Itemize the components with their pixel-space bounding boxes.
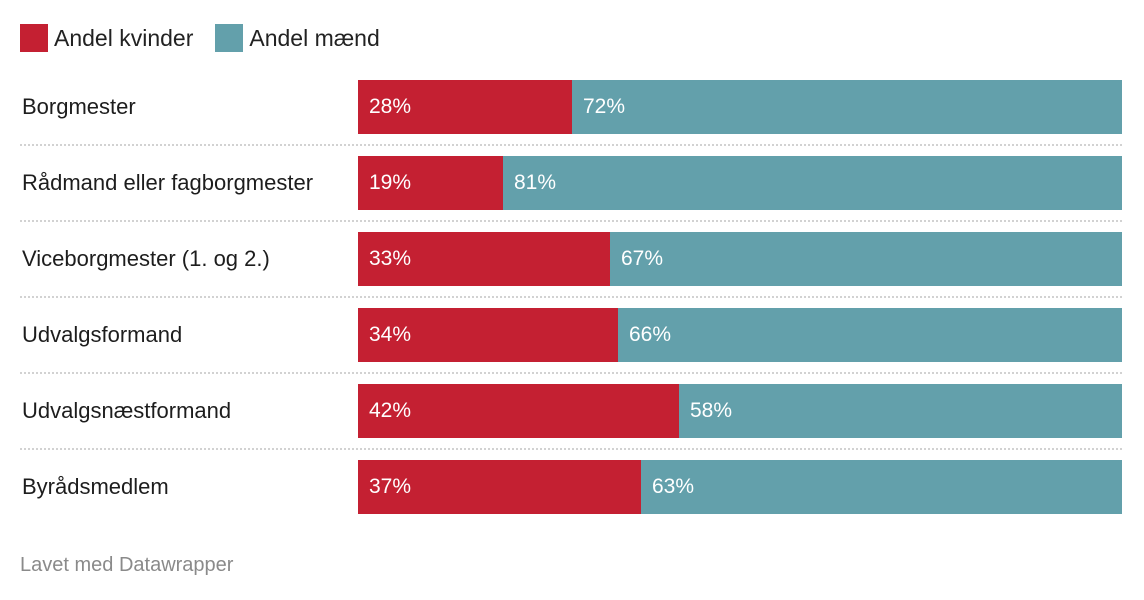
bar-row: Udvalgsnæstformand 42% 58% — [0, 384, 1144, 460]
data-label-men: 72% — [583, 95, 626, 118]
data-label-women: 42% — [369, 399, 412, 422]
row-divider — [20, 144, 1122, 146]
bar-segment-women: 28% — [358, 80, 572, 134]
data-label-women: 37% — [369, 475, 412, 498]
category-label: Viceborgmester (1. og 2.) — [22, 246, 270, 271]
bar-row: Viceborgmester (1. og 2.) 33% 67% — [0, 232, 1144, 308]
bar-segment-women: 34% — [358, 308, 618, 362]
category-label: Udvalgsformand — [22, 322, 183, 347]
bar-row: Rådmand eller fagborgmester 19% 81% — [0, 156, 1144, 232]
bar-row: Borgmester 28% 72% — [0, 80, 1144, 156]
row-divider — [20, 220, 1122, 222]
bar-chart: Borgmester 28% 72% Rådmand eller fagborgmes… — [0, 80, 1144, 536]
stacked-bar: 19% 81% — [358, 156, 1122, 210]
bar-segment-men: 63% — [641, 460, 1122, 514]
data-label-women: 34% — [369, 323, 412, 346]
category-label: Rådmand eller fagborgmester — [22, 170, 314, 195]
stacked-bar: 42% 58% — [358, 384, 1122, 438]
bar-segment-men: 66% — [618, 308, 1122, 362]
bar-row: Udvalgsformand 34% 66% — [0, 308, 1144, 384]
bar-segment-men: 58% — [679, 384, 1122, 438]
stacked-bar: 34% 66% — [358, 308, 1122, 362]
data-label-men: 58% — [690, 399, 733, 422]
data-label-women: 19% — [369, 171, 412, 194]
bar-segment-men: 67% — [610, 232, 1122, 286]
legend-label-men: Andel mænd — [249, 24, 380, 51]
stacked-bar: 37% 63% — [358, 460, 1122, 514]
row-divider — [20, 296, 1122, 298]
bar-segment-women: 19% — [358, 156, 503, 210]
row-divider — [20, 448, 1122, 450]
legend-label-women: Andel kvinder — [54, 24, 194, 51]
stacked-bar: 28% 72% — [358, 80, 1122, 134]
row-divider — [20, 372, 1122, 374]
category-label: Borgmester — [22, 94, 136, 119]
legend-item-men: Andel mænd — [215, 24, 380, 52]
data-label-women: 33% — [369, 247, 412, 270]
data-label-men: 66% — [629, 323, 672, 346]
legend-swatch-men — [215, 24, 244, 52]
data-label-men: 67% — [621, 247, 664, 270]
bar-segment-women: 37% — [358, 460, 641, 514]
chart-legend: Andel kvinder Andel mænd — [20, 24, 380, 52]
data-label-men: 81% — [514, 171, 557, 194]
bar-segment-men: 72% — [572, 80, 1122, 134]
data-label-women: 28% — [369, 95, 412, 118]
category-label: Byrådsmedlem — [22, 474, 169, 499]
stacked-bar: 33% 67% — [358, 232, 1122, 286]
legend-swatch-women — [20, 24, 48, 52]
bar-segment-women: 33% — [358, 232, 610, 286]
bar-segment-men: 81% — [503, 156, 1122, 210]
bar-segment-women: 42% — [358, 384, 679, 438]
category-label: Udvalgsnæstformand — [22, 398, 232, 423]
footer-credit: Lavet med Datawrapper — [20, 554, 234, 576]
bar-row: Byrådsmedlem 37% 63% — [0, 460, 1144, 536]
legend-item-women: Andel kvinder — [20, 24, 193, 52]
data-label-men: 63% — [652, 475, 695, 498]
